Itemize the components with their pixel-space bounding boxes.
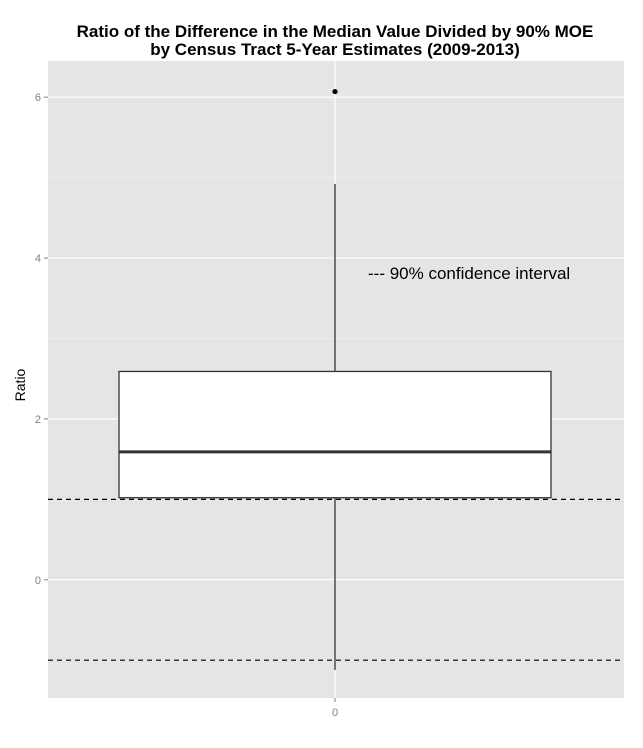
- annotation-label: --- 90% confidence interval: [368, 264, 570, 283]
- axis-ticks: 0 2 4 6 0: [35, 92, 338, 719]
- boxplot: [118, 88, 552, 670]
- chart-title-line-1: Ratio of the Difference in the Median Va…: [77, 22, 594, 41]
- y-tick-label: 2: [35, 414, 41, 426]
- reference-lines: [48, 498, 624, 661]
- y-tick-label: 0: [35, 575, 41, 587]
- y-tick-label: 4: [35, 253, 41, 265]
- y-tick-label: 6: [35, 92, 41, 104]
- x-tick-label: 0: [332, 707, 338, 719]
- box-iqr: [118, 370, 552, 499]
- chart-title-line-2: by Census Tract 5-Year Estimates (2009-2…: [150, 40, 519, 59]
- y-axis-title: Ratio: [12, 368, 28, 401]
- outlier-point: [332, 88, 338, 95]
